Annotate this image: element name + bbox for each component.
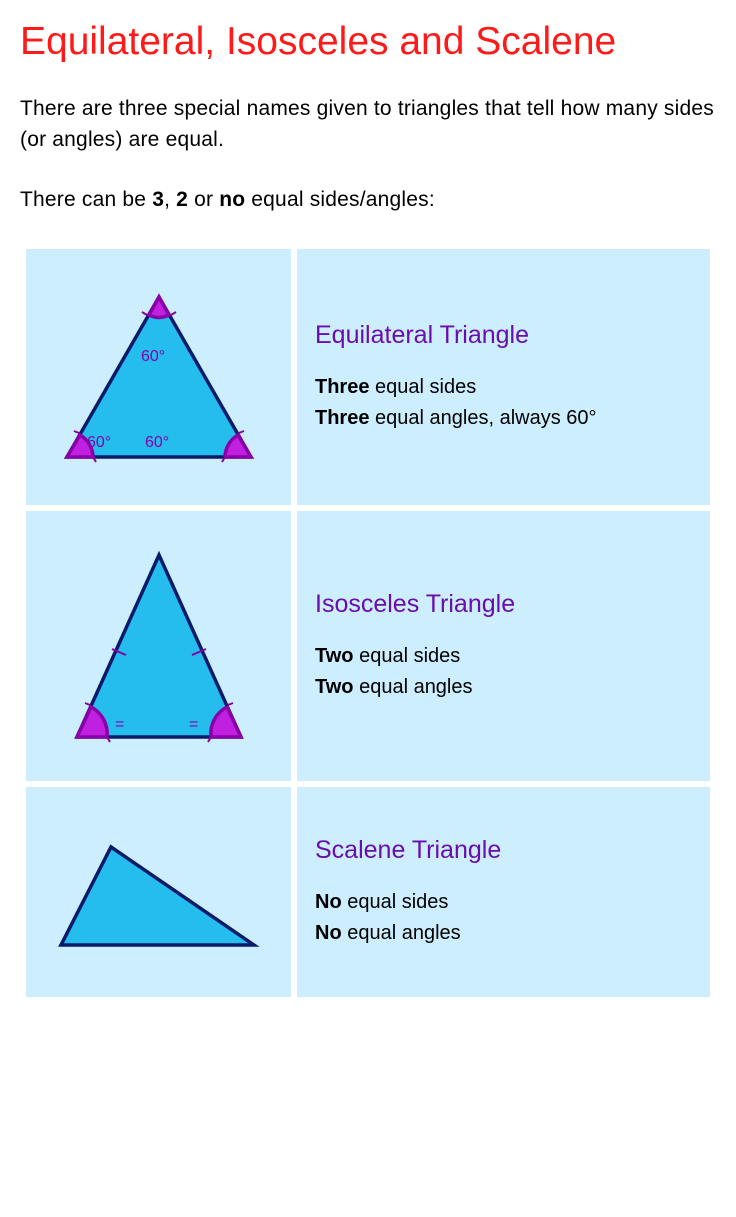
triangle-text-cell: Isosceles Triangle Two equal sides Two e… [297,511,710,781]
triangle-description: Two equal sides Two equal angles [315,641,692,703]
intro-bold: 2 [176,188,188,211]
triangle-shape [77,555,241,737]
page-title: Equilateral, Isosceles and Scalene [20,20,716,65]
desc-bold: No [315,891,342,913]
desc-text: equal sides [342,891,449,913]
intro-text: or [188,188,219,211]
table-row: 60° 60° 60° Equilateral Triangle Three e… [26,249,710,505]
intro-bold: no [219,188,245,211]
desc-bold: Two [315,645,354,667]
desc-text: equal angles [354,676,473,698]
intro-text: equal sides/angles: [245,188,435,211]
triangle-heading: Scalene Triangle [315,836,692,865]
desc-bold: Three [315,407,369,429]
equal-mark: = [115,716,124,733]
intro-paragraph-2: There can be 3, 2 or no equal sides/angl… [20,184,716,216]
desc-text: equal angles [342,922,461,944]
desc-text: equal sides [354,645,461,667]
intro-bold: 3 [152,188,164,211]
triangle-description: Three equal sides Three equal angles, al… [315,372,692,434]
angle-label: 60° [141,348,165,365]
desc-bold: Two [315,676,354,698]
angle-label: 60° [145,434,169,451]
triangle-shape [61,847,254,945]
triangle-heading: Isosceles Triangle [315,590,692,619]
angle-arc-icon [149,297,169,318]
desc-bold: Three [315,376,369,398]
triangle-image-cell: = = [26,511,291,781]
desc-bold: No [315,922,342,944]
intro-text: , [164,188,176,211]
triangles-table: 60° 60° 60° Equilateral Triangle Three e… [20,243,716,1003]
desc-text: equal sides [369,376,476,398]
triangle-description: No equal sides No equal angles [315,887,692,949]
triangle-shape [67,297,251,457]
equal-mark: = [189,716,198,733]
angle-label: 60° [87,434,111,451]
triangle-text-cell: Equilateral Triangle Three equal sides T… [297,249,710,505]
triangle-image-cell: 60° 60° 60° [26,249,291,505]
table-row: Scalene Triangle No equal sides No equal… [26,787,710,997]
scalene-triangle-icon [49,817,269,967]
isosceles-triangle-icon: = = [49,541,269,751]
triangle-heading: Equilateral Triangle [315,321,692,350]
intro-paragraph-1: There are three special names given to t… [20,93,716,156]
triangle-text-cell: Scalene Triangle No equal sides No equal… [297,787,710,997]
triangle-image-cell [26,787,291,997]
equilateral-triangle-icon: 60° 60° 60° [49,279,269,475]
table-row: = = Isosceles Triangle Two equal sides T… [26,511,710,781]
desc-text: equal angles, always 60° [369,407,596,429]
intro-text: There can be [20,188,152,211]
